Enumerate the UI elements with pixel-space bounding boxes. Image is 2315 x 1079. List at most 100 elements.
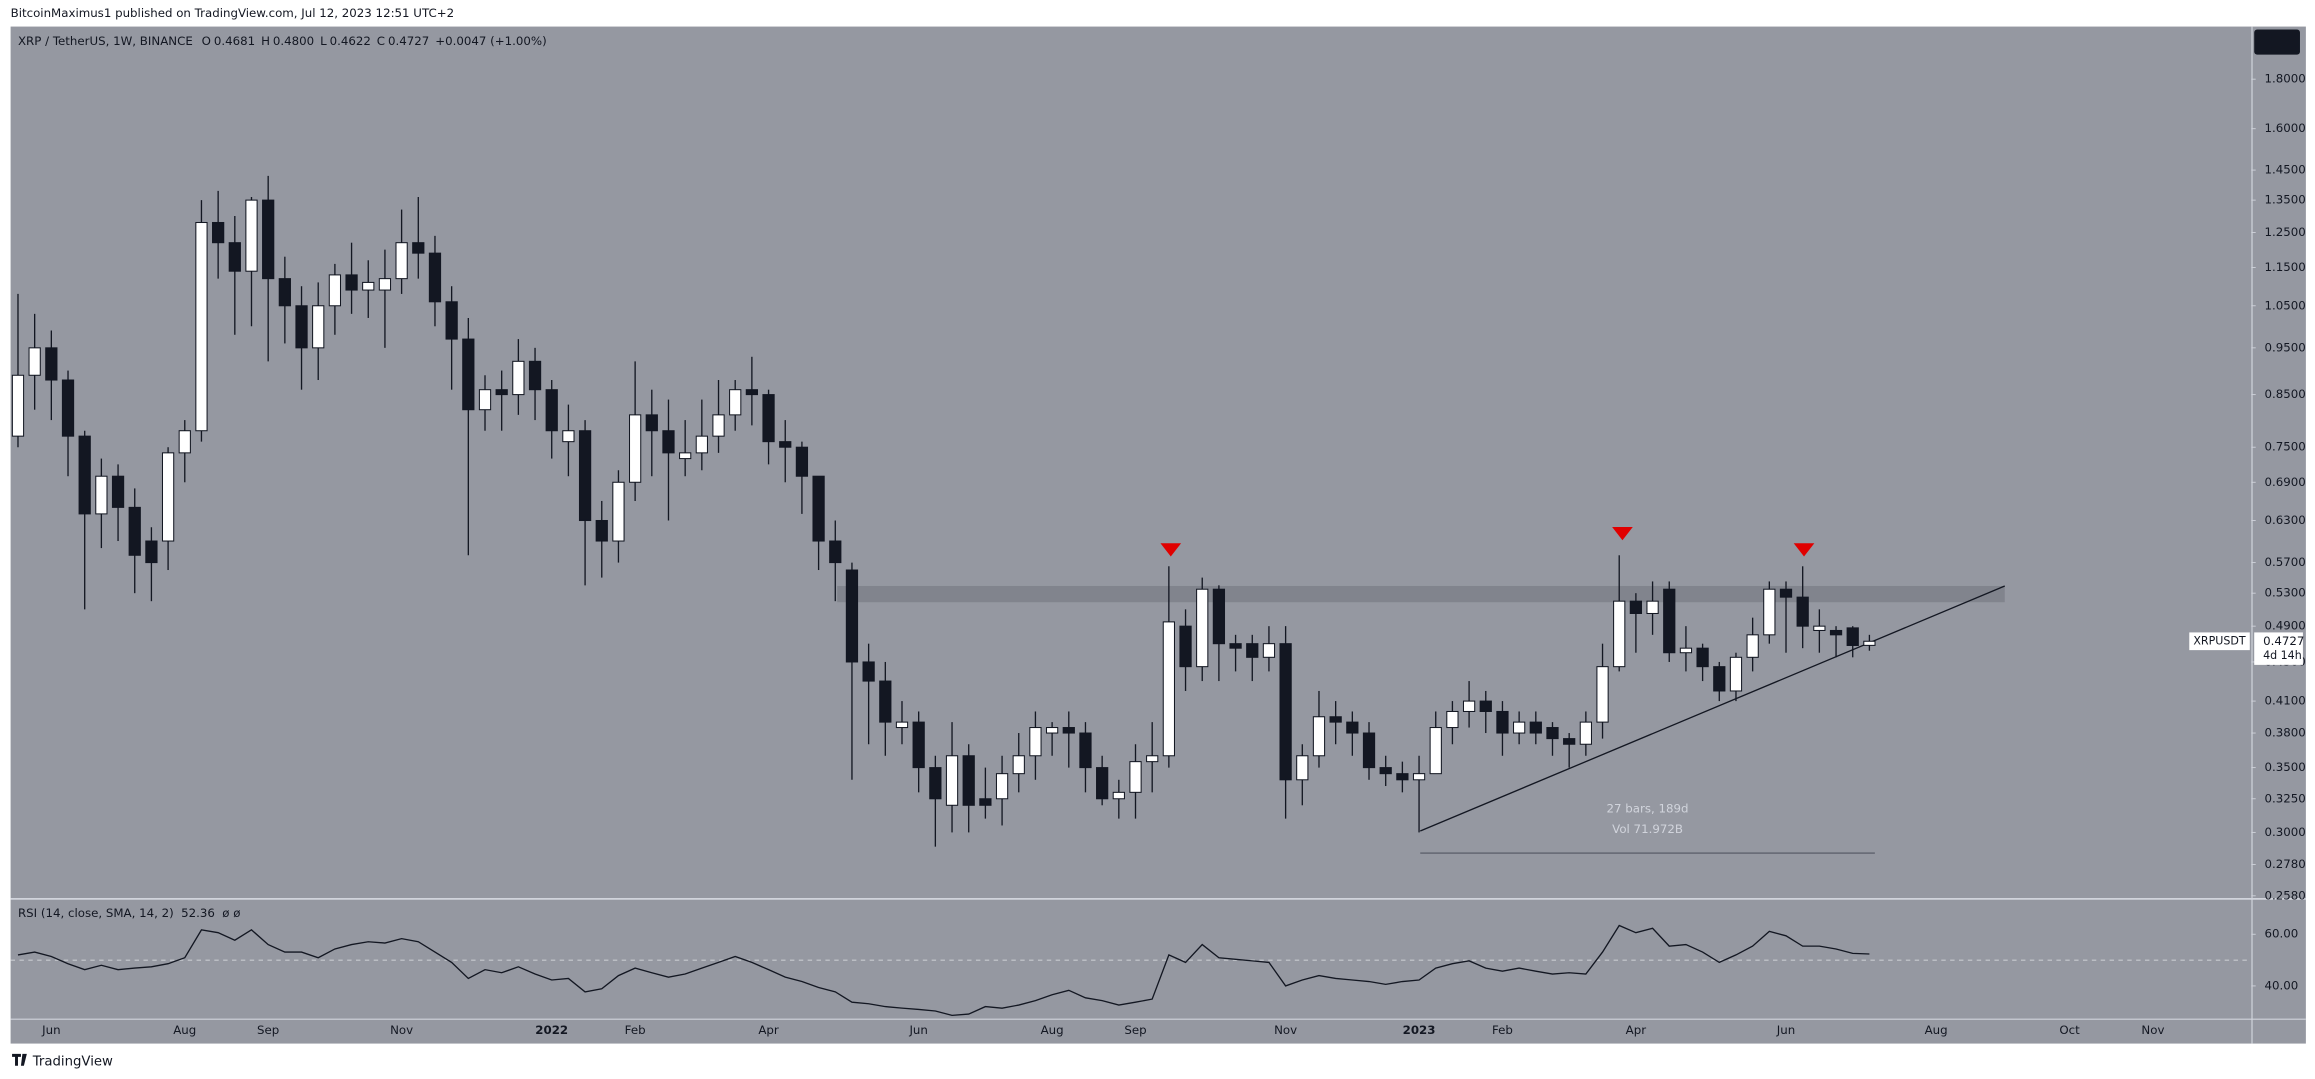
candle-body bbox=[1479, 700, 1492, 712]
change-legend: +0.0047 (+1.00%) bbox=[435, 34, 546, 48]
candle-body bbox=[1529, 721, 1542, 734]
candle-body bbox=[979, 798, 992, 806]
price-tag-bg bbox=[2254, 632, 2303, 665]
y-tick-label: 1.6000 bbox=[2265, 121, 2306, 135]
candle-body bbox=[1112, 791, 1125, 800]
candle-body bbox=[212, 221, 225, 244]
candle-body bbox=[1846, 627, 1859, 646]
ohlc-value: 0.4727 bbox=[388, 34, 429, 48]
candle-body bbox=[1462, 700, 1476, 712]
x-tick-label: Nov bbox=[390, 1023, 413, 1037]
x-tick-label: Jun bbox=[908, 1023, 927, 1037]
candle-body bbox=[262, 199, 275, 280]
ohlc-key: L bbox=[320, 34, 327, 48]
candle-body bbox=[362, 281, 375, 291]
y-tick-label: 0.6900 bbox=[2265, 475, 2306, 489]
candle-body bbox=[1029, 727, 1042, 757]
candle-body bbox=[712, 414, 725, 437]
ohlc-key: H bbox=[261, 34, 270, 48]
y-tick-label: 0.9500 bbox=[2265, 340, 2306, 354]
x-tick-label: Feb bbox=[625, 1023, 646, 1037]
rsi-legend-title: RSI (14, close, SMA, 14, 2) bbox=[18, 906, 174, 920]
candle-body bbox=[1596, 666, 1609, 723]
candle-body bbox=[1863, 640, 1876, 646]
candle-body bbox=[895, 721, 909, 729]
x-tick-label: Nov bbox=[2141, 1023, 2164, 1037]
rsi-legend-extra: ø ø bbox=[222, 906, 240, 920]
candle-body bbox=[111, 475, 125, 508]
x-tick-label: Jun bbox=[1776, 1023, 1795, 1037]
chart-background bbox=[10, 26, 2306, 1044]
x-tick-label: 2023 bbox=[1403, 1023, 1436, 1037]
candle-body bbox=[545, 389, 558, 432]
candle-body bbox=[1746, 634, 1759, 658]
x-tick-label: Nov bbox=[1274, 1023, 1297, 1037]
candle-body bbox=[1429, 727, 1442, 775]
candle-body bbox=[328, 274, 342, 307]
candle-body bbox=[1446, 710, 1459, 729]
candle-body bbox=[1629, 600, 1643, 615]
top-marker bbox=[1793, 543, 1815, 557]
candle-body bbox=[1763, 588, 1776, 636]
y-tick-label: 1.0500 bbox=[2265, 298, 2306, 312]
candle-body bbox=[1246, 643, 1259, 658]
candle-body bbox=[595, 519, 608, 542]
candle-body bbox=[11, 374, 25, 437]
measure-label: 27 bars, 189d bbox=[1607, 801, 1689, 815]
candle-body bbox=[278, 278, 291, 307]
ohlc-value: 0.4681 bbox=[214, 34, 255, 48]
y-tick-label: 0.4900 bbox=[2265, 619, 2306, 633]
candle-body bbox=[1062, 727, 1075, 734]
y-tick-label: 0.3500 bbox=[2265, 760, 2306, 774]
candle-body bbox=[729, 389, 742, 416]
x-tick-label: Aug bbox=[1925, 1023, 1948, 1037]
candle-body bbox=[312, 305, 325, 349]
ohlc-key: C bbox=[377, 34, 385, 48]
candle-body bbox=[1312, 716, 1326, 757]
candle-body bbox=[512, 360, 525, 396]
y-tick-label: 0.3250 bbox=[2265, 791, 2306, 805]
candle-body bbox=[962, 755, 975, 806]
y-tick-label: 0.8500 bbox=[2265, 387, 2306, 401]
candle-body bbox=[762, 394, 775, 443]
y-tick-label: 0.2580 bbox=[2265, 888, 2306, 902]
toolbar-button[interactable] bbox=[2254, 29, 2300, 55]
candle-body bbox=[679, 452, 692, 460]
candle-body bbox=[812, 475, 825, 542]
y-tick-label: 1.4500 bbox=[2265, 163, 2306, 177]
candle-body bbox=[862, 661, 875, 682]
price-tag-symbol: XRPUSDT bbox=[2193, 634, 2246, 647]
measure-label: Vol 71.972B bbox=[1612, 822, 1683, 836]
resistance-zone bbox=[837, 585, 2005, 603]
candle-body bbox=[645, 414, 658, 432]
candle-body bbox=[1779, 588, 1793, 598]
candle-body bbox=[945, 755, 959, 806]
candle-body bbox=[879, 680, 892, 723]
candle-body bbox=[1796, 596, 1809, 627]
candle-body bbox=[912, 721, 925, 769]
candle-body bbox=[1829, 629, 1843, 636]
candle-body bbox=[128, 506, 141, 556]
price-tag-countdown: 4d 14h bbox=[2263, 649, 2302, 662]
candle-body bbox=[445, 301, 458, 340]
candle-body bbox=[1563, 738, 1576, 745]
candle-body bbox=[478, 389, 492, 411]
candle-body bbox=[495, 389, 508, 396]
candle-body bbox=[662, 430, 675, 454]
rsi-legend-value: 52.36 bbox=[181, 906, 215, 920]
brand-logo bbox=[12, 1053, 27, 1066]
candle-body bbox=[61, 379, 75, 437]
ohlc-value: 0.4622 bbox=[330, 34, 371, 48]
y-tick-label: 0.3800 bbox=[2265, 726, 2306, 740]
candle-body bbox=[1546, 727, 1559, 740]
x-tick-label: Sep bbox=[257, 1023, 279, 1037]
candle-body bbox=[1196, 588, 1209, 668]
y-tick-label: 1.8000 bbox=[2265, 72, 2306, 86]
candle-body bbox=[1663, 588, 1676, 654]
candle-body bbox=[1646, 600, 1659, 615]
candle-body bbox=[1346, 721, 1359, 734]
y-tick-label: 0.5300 bbox=[2265, 586, 2306, 600]
ascending-trendline bbox=[1419, 585, 2006, 832]
